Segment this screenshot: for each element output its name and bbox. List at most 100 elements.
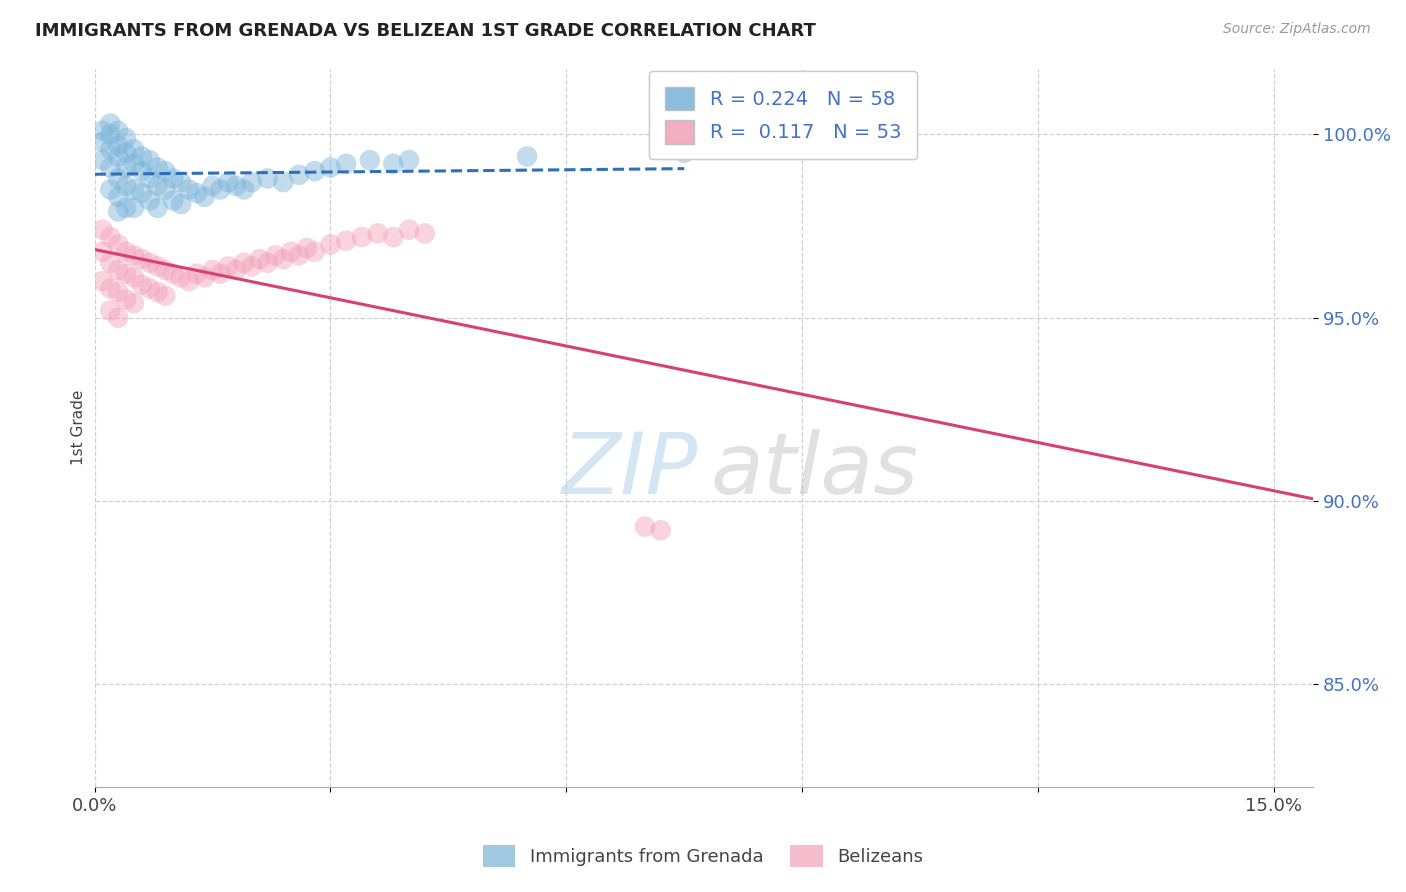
Point bbox=[256, 256, 278, 270]
Point bbox=[516, 149, 538, 163]
Point bbox=[217, 260, 239, 274]
Point bbox=[131, 186, 153, 201]
Point bbox=[98, 142, 121, 156]
Point bbox=[115, 145, 138, 160]
Point bbox=[91, 124, 114, 138]
Legend: Immigrants from Grenada, Belizeans: Immigrants from Grenada, Belizeans bbox=[475, 838, 931, 874]
Point bbox=[155, 164, 177, 178]
Point bbox=[131, 277, 153, 292]
Text: ZIP: ZIP bbox=[561, 429, 697, 512]
Point bbox=[295, 241, 318, 255]
Point bbox=[225, 263, 247, 277]
Point bbox=[98, 161, 121, 175]
Point bbox=[413, 227, 436, 241]
Point bbox=[115, 293, 138, 307]
Point bbox=[186, 267, 208, 281]
Point bbox=[122, 248, 145, 262]
Y-axis label: 1st Grade: 1st Grade bbox=[72, 390, 86, 466]
Point bbox=[233, 256, 256, 270]
Point bbox=[107, 190, 129, 204]
Point bbox=[209, 267, 232, 281]
Point bbox=[194, 270, 217, 285]
Point bbox=[122, 201, 145, 215]
Point bbox=[122, 182, 145, 196]
Text: atlas: atlas bbox=[710, 429, 918, 512]
Point bbox=[367, 227, 389, 241]
Point bbox=[398, 223, 420, 237]
Point bbox=[115, 178, 138, 193]
Point bbox=[271, 252, 294, 266]
Point bbox=[91, 153, 114, 168]
Point bbox=[146, 285, 169, 299]
Point bbox=[264, 248, 287, 262]
Point bbox=[107, 263, 129, 277]
Point bbox=[91, 135, 114, 149]
Point bbox=[98, 230, 121, 244]
Point bbox=[382, 157, 405, 171]
Point bbox=[138, 194, 160, 208]
Point bbox=[170, 270, 193, 285]
Point bbox=[280, 244, 302, 259]
Point bbox=[122, 270, 145, 285]
Point bbox=[107, 124, 129, 138]
Point bbox=[138, 153, 160, 168]
Point bbox=[304, 244, 326, 259]
Point bbox=[138, 171, 160, 186]
Point bbox=[131, 149, 153, 163]
Point bbox=[122, 142, 145, 156]
Point bbox=[91, 244, 114, 259]
Point bbox=[350, 230, 373, 244]
Point bbox=[319, 237, 342, 252]
Point bbox=[155, 289, 177, 303]
Point bbox=[256, 171, 278, 186]
Point bbox=[382, 230, 405, 244]
Point bbox=[122, 296, 145, 310]
Point bbox=[201, 178, 224, 193]
Point bbox=[271, 175, 294, 189]
Point bbox=[98, 281, 121, 295]
Point bbox=[240, 175, 263, 189]
Point bbox=[170, 175, 193, 189]
Point bbox=[98, 256, 121, 270]
Point bbox=[131, 164, 153, 178]
Point bbox=[115, 161, 138, 175]
Point bbox=[673, 145, 696, 160]
Point bbox=[398, 153, 420, 168]
Point bbox=[177, 274, 200, 288]
Point bbox=[98, 303, 121, 318]
Point bbox=[146, 178, 169, 193]
Point bbox=[107, 237, 129, 252]
Point bbox=[115, 201, 138, 215]
Point bbox=[155, 263, 177, 277]
Point bbox=[240, 260, 263, 274]
Point bbox=[650, 524, 672, 538]
Point bbox=[98, 116, 121, 130]
Point bbox=[91, 223, 114, 237]
Point bbox=[107, 138, 129, 153]
Point bbox=[194, 190, 217, 204]
Point bbox=[91, 274, 114, 288]
Point bbox=[634, 519, 657, 533]
Point bbox=[122, 157, 145, 171]
Point bbox=[107, 149, 129, 163]
Point bbox=[146, 161, 169, 175]
Point bbox=[162, 267, 184, 281]
Point bbox=[170, 197, 193, 211]
Point bbox=[233, 182, 256, 196]
Point bbox=[98, 128, 121, 142]
Point bbox=[335, 157, 357, 171]
Point bbox=[335, 234, 357, 248]
Point bbox=[304, 164, 326, 178]
Point bbox=[131, 252, 153, 266]
Point bbox=[201, 263, 224, 277]
Point bbox=[146, 201, 169, 215]
Point bbox=[107, 204, 129, 219]
Point bbox=[138, 281, 160, 295]
Point bbox=[146, 260, 169, 274]
Point bbox=[359, 153, 381, 168]
Legend: R = 0.224   N = 58, R =  0.117   N = 53: R = 0.224 N = 58, R = 0.117 N = 53 bbox=[650, 71, 917, 160]
Text: IMMIGRANTS FROM GRENADA VS BELIZEAN 1ST GRADE CORRELATION CHART: IMMIGRANTS FROM GRENADA VS BELIZEAN 1ST … bbox=[35, 22, 815, 40]
Point bbox=[288, 248, 311, 262]
Point bbox=[186, 186, 208, 201]
Point bbox=[115, 131, 138, 145]
